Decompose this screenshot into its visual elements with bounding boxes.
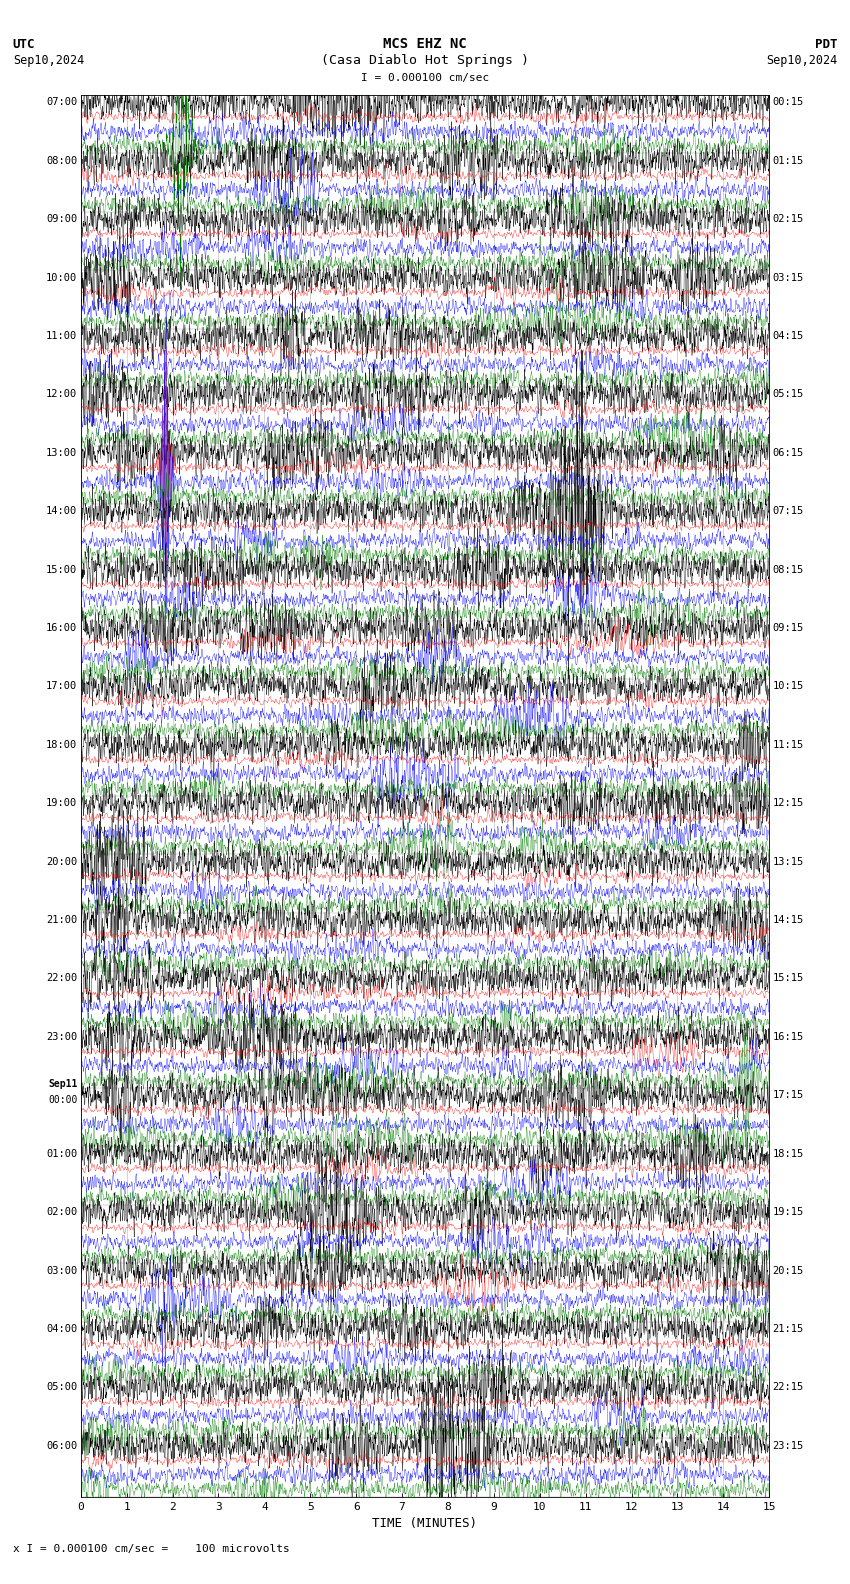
Text: 09:15: 09:15 bbox=[773, 623, 804, 634]
Text: PDT: PDT bbox=[815, 38, 837, 51]
Text: I = 0.000100 cm/sec: I = 0.000100 cm/sec bbox=[361, 73, 489, 82]
Text: 06:15: 06:15 bbox=[773, 448, 804, 458]
Text: x I = 0.000100 cm/sec =    100 microvolts: x I = 0.000100 cm/sec = 100 microvolts bbox=[13, 1544, 290, 1554]
Text: 22:15: 22:15 bbox=[773, 1383, 804, 1392]
Text: UTC: UTC bbox=[13, 38, 35, 51]
Text: 13:15: 13:15 bbox=[773, 857, 804, 866]
Text: Sep10,2024: Sep10,2024 bbox=[766, 54, 837, 67]
Text: 02:00: 02:00 bbox=[46, 1207, 77, 1217]
Text: 17:00: 17:00 bbox=[46, 681, 77, 692]
Text: 03:00: 03:00 bbox=[46, 1266, 77, 1275]
Text: 14:00: 14:00 bbox=[46, 507, 77, 516]
Text: 05:00: 05:00 bbox=[46, 1383, 77, 1392]
Text: 00:00: 00:00 bbox=[48, 1095, 77, 1106]
Text: 16:15: 16:15 bbox=[773, 1031, 804, 1042]
Text: 14:15: 14:15 bbox=[773, 916, 804, 925]
Text: 19:15: 19:15 bbox=[773, 1207, 804, 1217]
Text: 18:15: 18:15 bbox=[773, 1148, 804, 1159]
Text: 21:15: 21:15 bbox=[773, 1324, 804, 1334]
Text: 04:00: 04:00 bbox=[46, 1324, 77, 1334]
Text: 11:15: 11:15 bbox=[773, 740, 804, 749]
Text: 12:15: 12:15 bbox=[773, 798, 804, 808]
Text: 18:00: 18:00 bbox=[46, 740, 77, 749]
Text: 01:00: 01:00 bbox=[46, 1148, 77, 1159]
Text: MCS EHZ NC: MCS EHZ NC bbox=[383, 38, 467, 51]
Text: 05:15: 05:15 bbox=[773, 390, 804, 399]
Text: 21:00: 21:00 bbox=[46, 916, 77, 925]
Text: 08:15: 08:15 bbox=[773, 564, 804, 575]
Text: 12:00: 12:00 bbox=[46, 390, 77, 399]
Text: Sep11: Sep11 bbox=[48, 1079, 77, 1090]
Text: 19:00: 19:00 bbox=[46, 798, 77, 808]
Text: 06:00: 06:00 bbox=[46, 1441, 77, 1451]
Text: 20:00: 20:00 bbox=[46, 857, 77, 866]
Text: 07:00: 07:00 bbox=[46, 97, 77, 108]
Text: (Casa Diablo Hot Springs ): (Casa Diablo Hot Springs ) bbox=[321, 54, 529, 67]
Text: 01:15: 01:15 bbox=[773, 155, 804, 166]
Text: 10:00: 10:00 bbox=[46, 272, 77, 282]
Text: 09:00: 09:00 bbox=[46, 214, 77, 225]
Text: 00:15: 00:15 bbox=[773, 97, 804, 108]
Text: 08:00: 08:00 bbox=[46, 155, 77, 166]
Text: 11:00: 11:00 bbox=[46, 331, 77, 341]
Text: 17:15: 17:15 bbox=[773, 1090, 804, 1101]
Text: 23:00: 23:00 bbox=[46, 1031, 77, 1042]
Text: 04:15: 04:15 bbox=[773, 331, 804, 341]
Text: 02:15: 02:15 bbox=[773, 214, 804, 225]
Text: Sep10,2024: Sep10,2024 bbox=[13, 54, 84, 67]
Text: 23:15: 23:15 bbox=[773, 1441, 804, 1451]
Text: 07:15: 07:15 bbox=[773, 507, 804, 516]
Text: 16:00: 16:00 bbox=[46, 623, 77, 634]
Text: 20:15: 20:15 bbox=[773, 1266, 804, 1275]
Text: 15:15: 15:15 bbox=[773, 974, 804, 984]
Text: 15:00: 15:00 bbox=[46, 564, 77, 575]
Text: 22:00: 22:00 bbox=[46, 974, 77, 984]
Text: 10:15: 10:15 bbox=[773, 681, 804, 692]
Text: 13:00: 13:00 bbox=[46, 448, 77, 458]
X-axis label: TIME (MINUTES): TIME (MINUTES) bbox=[372, 1517, 478, 1530]
Text: 03:15: 03:15 bbox=[773, 272, 804, 282]
